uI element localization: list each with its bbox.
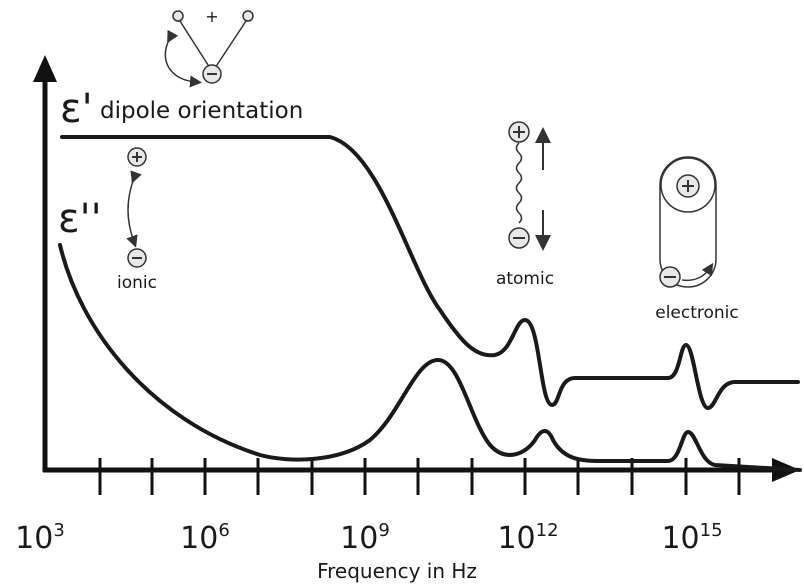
tick-label: 103: [15, 520, 65, 556]
epsilon-real-symbol: ε': [60, 86, 93, 132]
ionic-icon: [126, 147, 147, 268]
tick-base: 10: [661, 521, 699, 556]
tick-label: 109: [340, 520, 390, 556]
tick-base: 10: [497, 521, 535, 556]
dipole-icon: [164, 10, 254, 88]
y-axis-arrow: [33, 55, 57, 82]
epsilon-real-label: dipole orientation: [100, 98, 303, 124]
electronic-label: electronic: [655, 303, 739, 323]
x-ticks: [98, 458, 741, 495]
tick-exponent: 15: [700, 520, 723, 541]
x-tick-labels: 103 106 109 1012 1015: [15, 520, 722, 556]
tick-base: 10: [340, 521, 378, 556]
tick-exponent: 3: [53, 520, 64, 541]
tick-label: 1012: [497, 520, 558, 556]
epsilon-imag-symbol: ε'': [58, 196, 102, 242]
dipole-sign: +: [205, 7, 218, 26]
tick-exponent: 6: [218, 520, 229, 541]
tick-label: 106: [180, 520, 230, 556]
ionic-label: ionic: [117, 273, 157, 293]
tick-exponent: 9: [378, 520, 389, 541]
tick-exponent: 12: [536, 520, 559, 541]
electronic-icon: [659, 156, 717, 288]
atomic-label: atomic: [496, 269, 554, 289]
tick-base: 10: [180, 521, 218, 556]
epsilon-imag-curve: [58, 243, 802, 472]
atomic-icon: [508, 121, 551, 251]
x-axis-title: Frequency in Hz: [317, 559, 477, 583]
tick-base: 10: [15, 521, 53, 556]
tick-label: 1015: [661, 520, 722, 556]
epsilon-real-curve: [60, 135, 800, 410]
